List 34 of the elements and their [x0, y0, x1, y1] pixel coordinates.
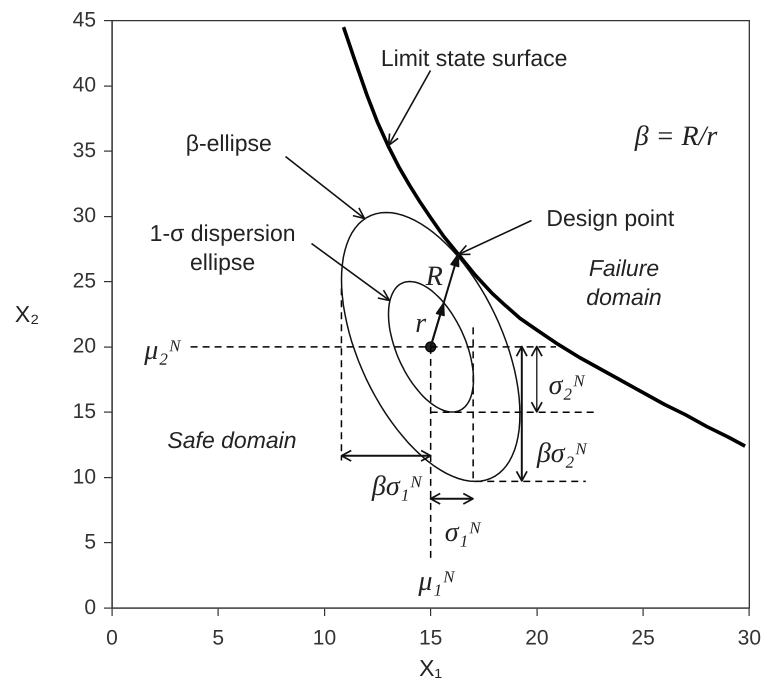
y-tick-label: 15 — [72, 400, 96, 423]
annotation: βσ₂ᴺ — [536, 438, 588, 470]
y-tick-label: 5 — [84, 530, 96, 554]
y-tick-label: 45 — [72, 8, 96, 32]
annotation: R — [426, 260, 443, 293]
series-label: μ₂ᴺ — [144, 334, 181, 366]
y-tick-label: 0 — [84, 596, 96, 619]
y-tick-label: 30 — [72, 204, 96, 228]
annotation: Limit state surface — [380, 44, 568, 72]
y-tick-label: 20 — [72, 334, 96, 358]
x-tick-label: 20 — [525, 626, 549, 650]
x-tick-label: 30 — [738, 626, 761, 650]
x-tick-label: 25 — [631, 626, 655, 650]
y-tick-label: 10 — [72, 465, 96, 488]
annotation: 1-σ dispersion ellipse — [148, 219, 297, 277]
annotation: r — [415, 308, 426, 340]
y-tick-label: 35 — [72, 138, 96, 162]
annotation: βσ₁ᴺ — [372, 470, 422, 503]
y-axis-title: X₂ — [14, 300, 40, 329]
annotation: Design point — [546, 204, 674, 233]
y-tick-label: 25 — [72, 269, 96, 292]
x-tick-label: 10 — [312, 626, 336, 650]
annotation: σ₂ᴺ — [548, 370, 586, 402]
annotation: β-ellipse — [186, 129, 272, 158]
x-tick-label: 15 — [418, 626, 442, 650]
annotation: β = R/r — [634, 120, 718, 152]
series-label: μ₁ᴺ — [418, 566, 455, 598]
x-axis-title: X₁ — [419, 654, 442, 682]
annotation: σ₁ᴺ — [444, 516, 482, 549]
x-tick-label: 0 — [106, 626, 118, 650]
x-tick-label: 5 — [212, 626, 224, 650]
annotation: Failure domain — [585, 254, 663, 312]
y-tick-label: 40 — [72, 74, 96, 97]
annotation: Safe domain — [167, 426, 297, 454]
